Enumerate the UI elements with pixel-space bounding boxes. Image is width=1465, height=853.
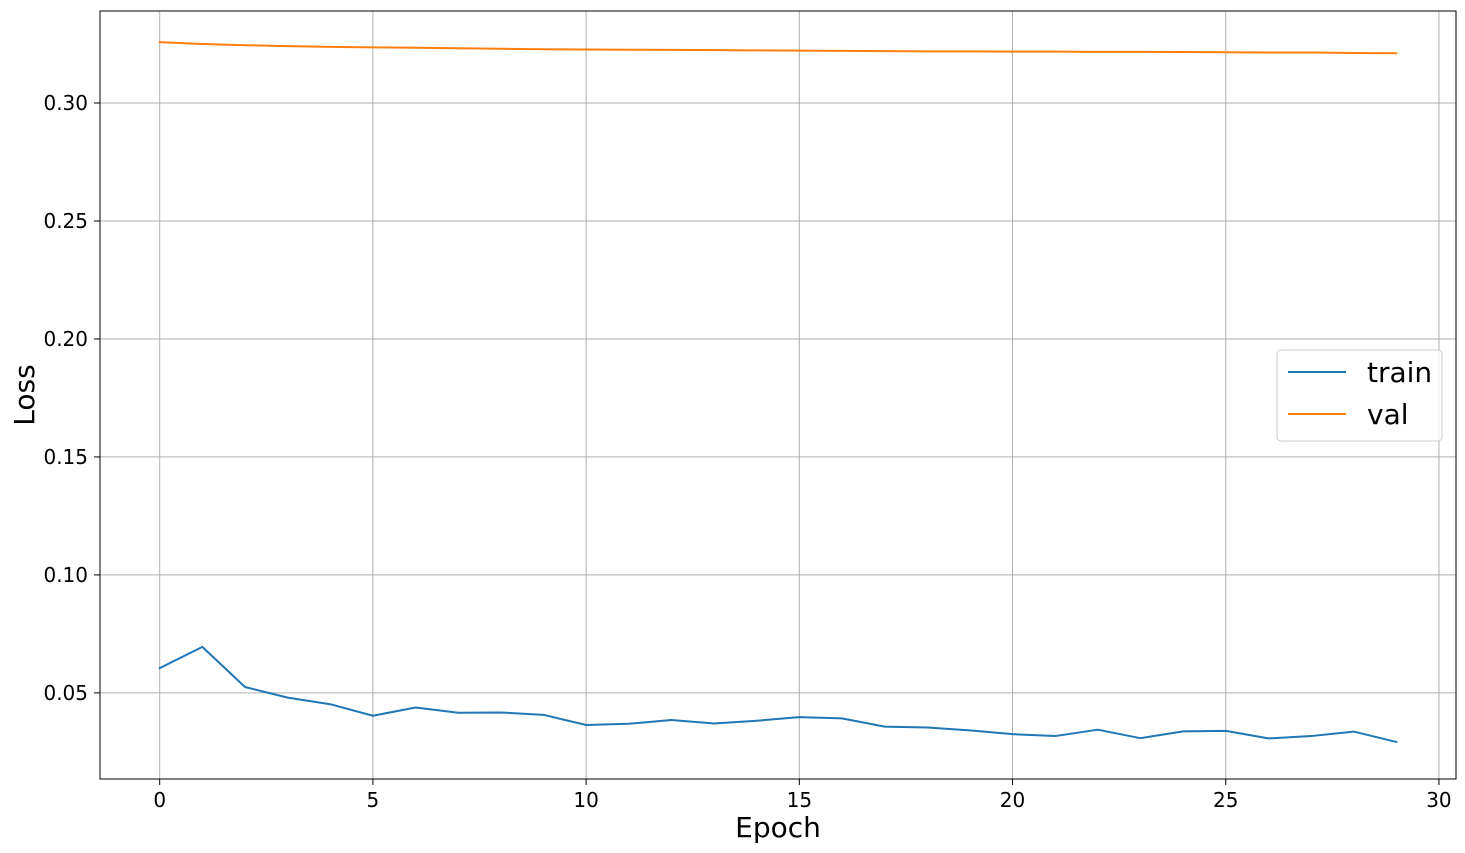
y-axis-ticks: 0.05 0.10 0.15 0.20 0.25 0.30 [43,91,100,705]
y-tick-label: 0.10 [43,563,88,587]
x-tick-label: 30 [1426,788,1451,812]
x-tick-label: 10 [573,788,598,812]
x-tick-label: 20 [1000,788,1025,812]
y-tick-label: 0.25 [43,209,88,233]
series-lines [158,41,1398,744]
x-axis-ticks: 0 5 10 15 20 25 30 [153,779,1452,812]
x-tick-label: 0 [153,788,166,812]
series-line-val [158,41,1398,55]
x-tick-label: 25 [1213,788,1238,812]
legend-label-val: val [1367,398,1409,431]
y-tick-label: 0.15 [43,445,88,469]
x-axis-title: Epoch [735,811,821,844]
grid [100,11,1456,779]
y-axis-title: Loss [8,364,41,425]
y-tick-label: 0.05 [43,681,88,705]
y-tick-label: 0.30 [43,91,88,115]
x-tick-label: 15 [787,788,812,812]
plot-frame [99,10,1457,780]
y-tick-label: 0.20 [43,327,88,351]
series-line-train [158,645,1398,744]
legend: train val [1276,349,1443,442]
legend-label-train: train [1367,356,1432,389]
x-tick-label: 5 [367,788,380,812]
